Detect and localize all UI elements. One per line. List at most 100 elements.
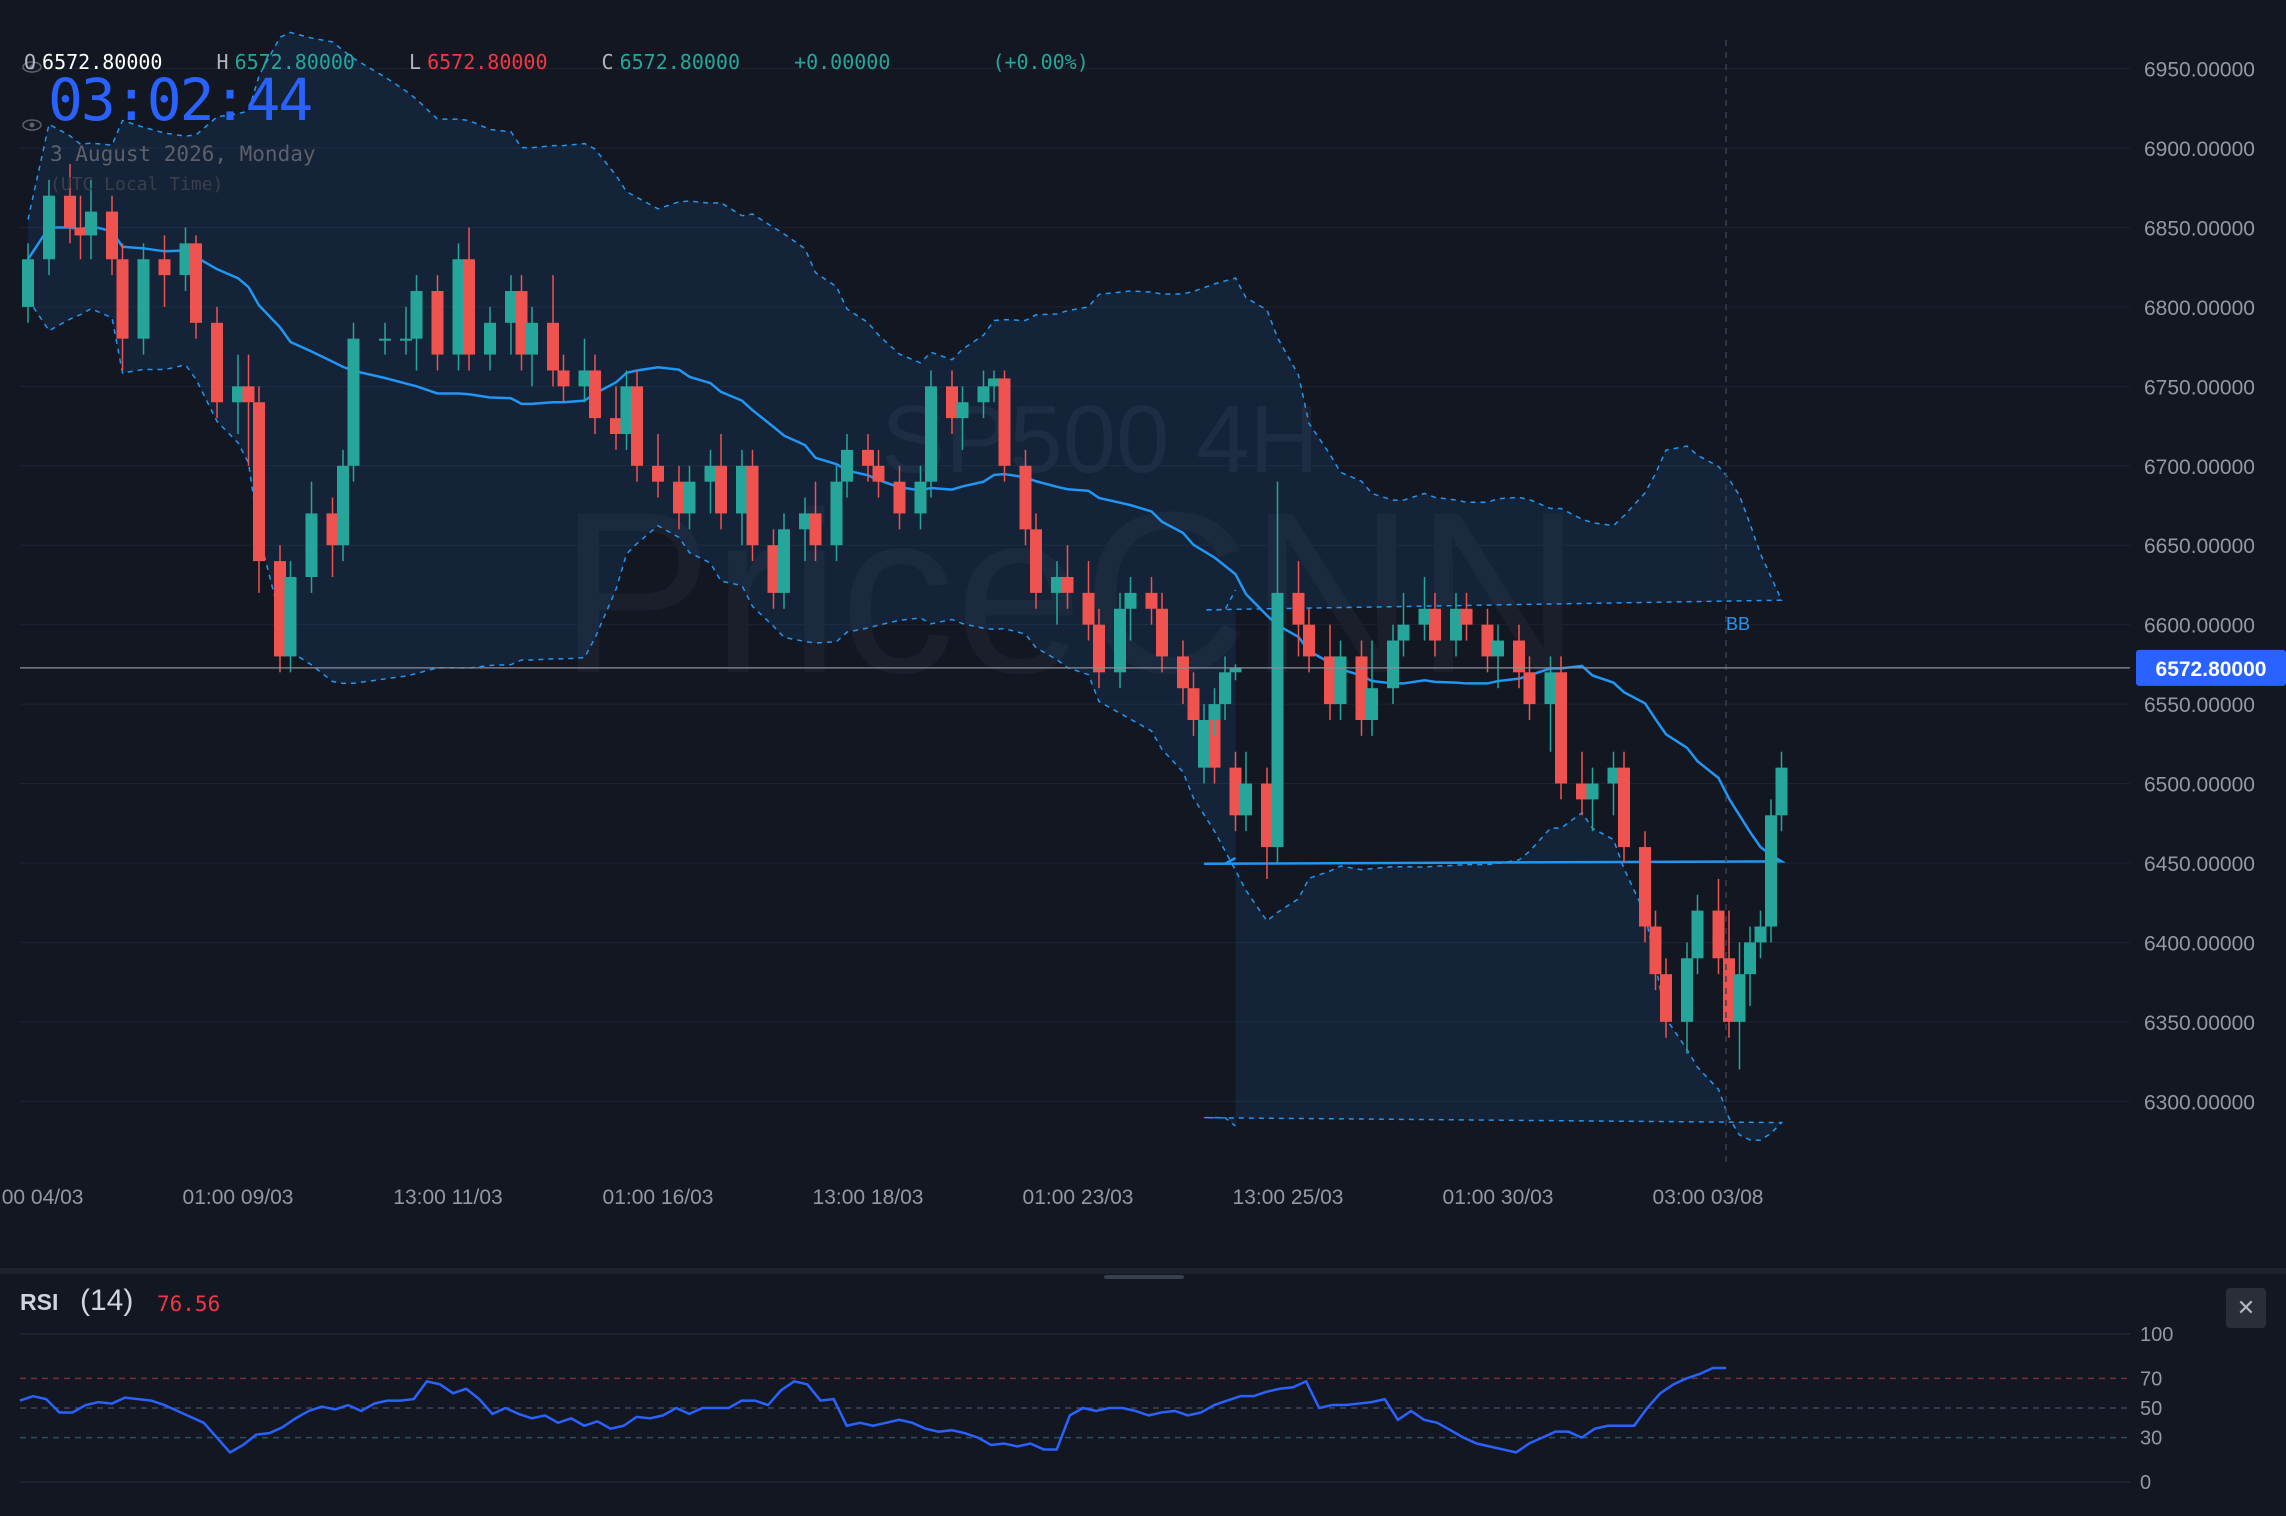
candle bbox=[1618, 751, 1630, 863]
candle bbox=[925, 370, 937, 498]
candle bbox=[22, 243, 34, 323]
candle bbox=[1261, 767, 1273, 879]
candle bbox=[64, 163, 76, 244]
candle bbox=[347, 322, 360, 482]
eye-icon[interactable] bbox=[22, 118, 42, 132]
candle bbox=[1681, 942, 1693, 1054]
candle bbox=[232, 354, 244, 435]
rsi-tick-label: 50 bbox=[2140, 1398, 2162, 1420]
bb-tag: BB bbox=[1726, 614, 1750, 634]
last-price-label: 6572.80000 bbox=[2156, 658, 2267, 681]
close-value: 6572.80000 bbox=[619, 50, 741, 74]
candle bbox=[1513, 624, 1525, 689]
candle bbox=[610, 386, 622, 450]
price-tick-label: 6550.00000 bbox=[2144, 694, 2255, 717]
time-tick-label: 03:00 03/08 bbox=[1653, 1186, 1764, 1209]
rsi-tick-label: 100 bbox=[2140, 1324, 2173, 1346]
ohlc-legend: O 6572.80000 H 6572.80000 L 6572.80000 C 657… bbox=[24, 50, 1095, 74]
price-tick-label: 6350.00000 bbox=[2144, 1012, 2255, 1035]
time-tick-label: 01:00 16/03 bbox=[603, 1186, 714, 1209]
candle bbox=[1051, 561, 1063, 625]
candle bbox=[1219, 656, 1231, 720]
candle bbox=[116, 243, 129, 371]
eye-icon[interactable] bbox=[22, 60, 42, 74]
price-tick-label: 6300.00000 bbox=[2144, 1091, 2255, 1114]
candle bbox=[158, 235, 171, 307]
candle bbox=[1156, 592, 1168, 673]
candle bbox=[578, 338, 591, 403]
candle bbox=[1030, 513, 1042, 609]
rsi-label: RSI bbox=[20, 1289, 59, 1315]
time-tick-label: 01:00 23/03 bbox=[1023, 1186, 1134, 1209]
candle bbox=[1303, 608, 1315, 673]
candle bbox=[1649, 910, 1662, 991]
price-tick-label: 6700.00000 bbox=[2144, 456, 2255, 479]
candle bbox=[1271, 481, 1284, 863]
time-axis: 01:00 04/03 01:00 09/03 13:00 11/03 01:00 1… bbox=[0, 1186, 1763, 1209]
candle bbox=[809, 481, 822, 562]
close-rsi-button[interactable]: ✕ bbox=[2226, 1288, 2266, 1328]
candlestick-series bbox=[22, 163, 1788, 1070]
candle bbox=[1429, 592, 1441, 657]
candle bbox=[1733, 942, 1746, 1070]
clock-date: 3 August 2026, Monday bbox=[50, 142, 316, 166]
candle bbox=[631, 370, 643, 482]
price-tick-label: 6800.00000 bbox=[2144, 297, 2255, 320]
price-tick-label: 6900.00000 bbox=[2144, 138, 2255, 161]
candle bbox=[1124, 576, 1137, 641]
open-label: O bbox=[24, 50, 37, 74]
candle bbox=[589, 354, 601, 435]
price-tick-label: 6850.00000 bbox=[2144, 217, 2255, 240]
candle bbox=[326, 497, 339, 577]
bb-middle bbox=[26, 224, 1786, 866]
candle bbox=[620, 370, 633, 450]
candle bbox=[1082, 561, 1095, 641]
rsi-tick-label: 30 bbox=[2140, 1428, 2162, 1450]
candle bbox=[547, 275, 559, 387]
candle bbox=[1555, 656, 1567, 800]
time-tick-label: 01:00 30/03 bbox=[1443, 1186, 1554, 1209]
pane-resize-handle[interactable] bbox=[1104, 1275, 1184, 1279]
pane-separator[interactable] bbox=[0, 1268, 2286, 1274]
candle bbox=[410, 275, 423, 371]
price-axis: 6950.00000 6900.00000 6850.00000 6800.00000… bbox=[2144, 59, 2255, 1115]
candle bbox=[1240, 751, 1252, 832]
candle bbox=[1481, 608, 1494, 673]
rsi-tick-label: 70 bbox=[2140, 1368, 2162, 1390]
candle bbox=[1187, 672, 1200, 736]
candle bbox=[946, 370, 958, 435]
candle bbox=[106, 195, 118, 276]
candle bbox=[1744, 926, 1756, 1006]
time-tick-label: 01:00 04/03 bbox=[0, 1186, 83, 1209]
bb-lower bbox=[27, 298, 1784, 1141]
candle bbox=[1019, 449, 1032, 546]
candle bbox=[1450, 592, 1462, 657]
time-tick-label: 01:00 09/03 bbox=[183, 1186, 294, 1209]
candle bbox=[988, 370, 1000, 403]
candle bbox=[190, 235, 202, 339]
bb-upper bbox=[27, 31, 1783, 611]
clock-timezone-note: (UTC Local Time) bbox=[50, 174, 224, 195]
clock-time: 03:02:44 bbox=[48, 66, 313, 134]
candle bbox=[1418, 576, 1431, 641]
candle bbox=[253, 386, 265, 593]
candle bbox=[1660, 958, 1672, 1038]
candle bbox=[767, 529, 780, 609]
candle bbox=[1544, 656, 1557, 752]
candle bbox=[400, 306, 412, 355]
candle bbox=[1177, 640, 1189, 705]
candle bbox=[746, 449, 759, 562]
rsi-line bbox=[19, 1366, 1726, 1454]
candle bbox=[673, 465, 685, 530]
candle bbox=[1460, 592, 1473, 641]
candle bbox=[179, 227, 192, 292]
high-label: H bbox=[216, 50, 229, 74]
time-tick-label: 13:00 18/03 bbox=[813, 1186, 924, 1209]
candle bbox=[736, 449, 748, 546]
rsi-value: 76.56 bbox=[157, 1292, 221, 1316]
candle bbox=[85, 179, 97, 260]
candle bbox=[74, 195, 87, 260]
candle bbox=[1093, 608, 1105, 689]
candle bbox=[337, 449, 349, 562]
